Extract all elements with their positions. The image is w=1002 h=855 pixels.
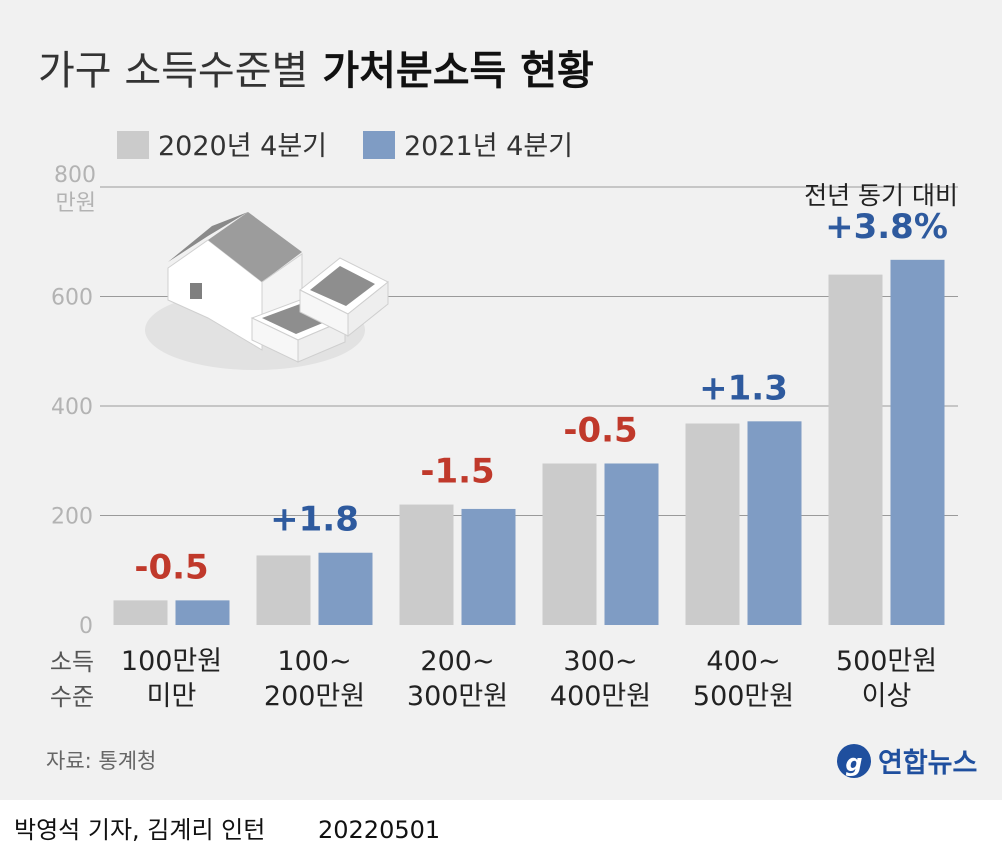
y-axis-top-label: 800 <box>54 163 96 188</box>
legend-swatch-2020 <box>117 131 149 159</box>
chart-title: 가구 소득수준별 가처분소득 현황 <box>38 48 594 94</box>
x-axis-head-line1: 소득 <box>50 648 94 676</box>
category-label-1-1: 200만원 <box>264 681 365 712</box>
category-label-2-0: 200~ <box>420 646 494 677</box>
bars <box>113 259 945 625</box>
category-label-0-0: 100만원 <box>121 646 222 677</box>
y-tick-label: 200 <box>51 505 93 530</box>
category-label-0-1: 미만 <box>147 681 197 712</box>
legend-label-2021: 2021년 4분기 <box>404 131 573 162</box>
title-light: 가구 소득수준별 <box>38 48 308 94</box>
change-label-5: +3.8% <box>825 207 948 247</box>
legend-label-2020: 2020년 4분기 <box>158 131 327 162</box>
title-bold: 가처분소득 현황 <box>322 48 594 94</box>
category-label-4-0: 400~ <box>706 646 780 677</box>
yoy-note: 전년 동기 대비 <box>804 181 958 210</box>
category-label-5-1: 이상 <box>862 681 912 712</box>
logo-text: 연합뉴스 <box>878 748 977 779</box>
y-tick-label: 0 <box>79 614 93 639</box>
category-label-3-0: 300~ <box>563 646 637 677</box>
bar-2021-4 <box>747 421 802 625</box>
yonhap-logo-icon: g <box>837 744 871 778</box>
bar-2020-0 <box>113 600 168 625</box>
house-and-money-icon <box>145 212 389 370</box>
credit-names: 박영석 기자, 김계리 인턴 <box>14 816 265 844</box>
category-label-3-1: 400만원 <box>550 681 651 712</box>
category-label-5-0: 500만원 <box>836 646 937 677</box>
bar-2020-1 <box>256 555 311 625</box>
source-label: 자료: 통계청 <box>46 749 156 773</box>
category-label-4-1: 500만원 <box>693 681 794 712</box>
y-tick-label: 400 <box>51 395 93 420</box>
y-tick-labels: 0 200 400 600 <box>51 286 93 640</box>
category-label-2-1: 300만원 <box>407 681 508 712</box>
change-label-1: +1.8 <box>270 500 359 540</box>
change-labels: -0.5 +1.8 -1.5 -0.5 +1.3 +3.8% <box>134 207 948 588</box>
bar-2020-2 <box>399 504 454 625</box>
bar-2020-3 <box>542 463 597 625</box>
bar-2021-5 <box>890 259 945 625</box>
bar-2020-4 <box>685 423 740 625</box>
bar-2021-3 <box>604 463 659 625</box>
category-label-1-0: 100~ <box>277 646 351 677</box>
y-tick-label: 600 <box>51 286 93 311</box>
bar-2021-1 <box>318 552 373 625</box>
change-label-2: -1.5 <box>420 452 494 492</box>
bar-2020-5 <box>828 274 883 625</box>
change-label-0: -0.5 <box>134 547 208 587</box>
change-label-3: -0.5 <box>563 410 637 450</box>
bar-2021-0 <box>175 600 230 625</box>
y-axis-unit-label: 만원 <box>56 191 96 216</box>
x-axis-head-line2: 수준 <box>50 683 94 711</box>
svg-text:g: g <box>845 749 862 777</box>
legend-swatch-2021 <box>363 131 395 159</box>
bar-2021-2 <box>461 508 516 625</box>
change-label-4: +1.3 <box>699 368 788 408</box>
credit-date: 20220501 <box>318 816 440 844</box>
